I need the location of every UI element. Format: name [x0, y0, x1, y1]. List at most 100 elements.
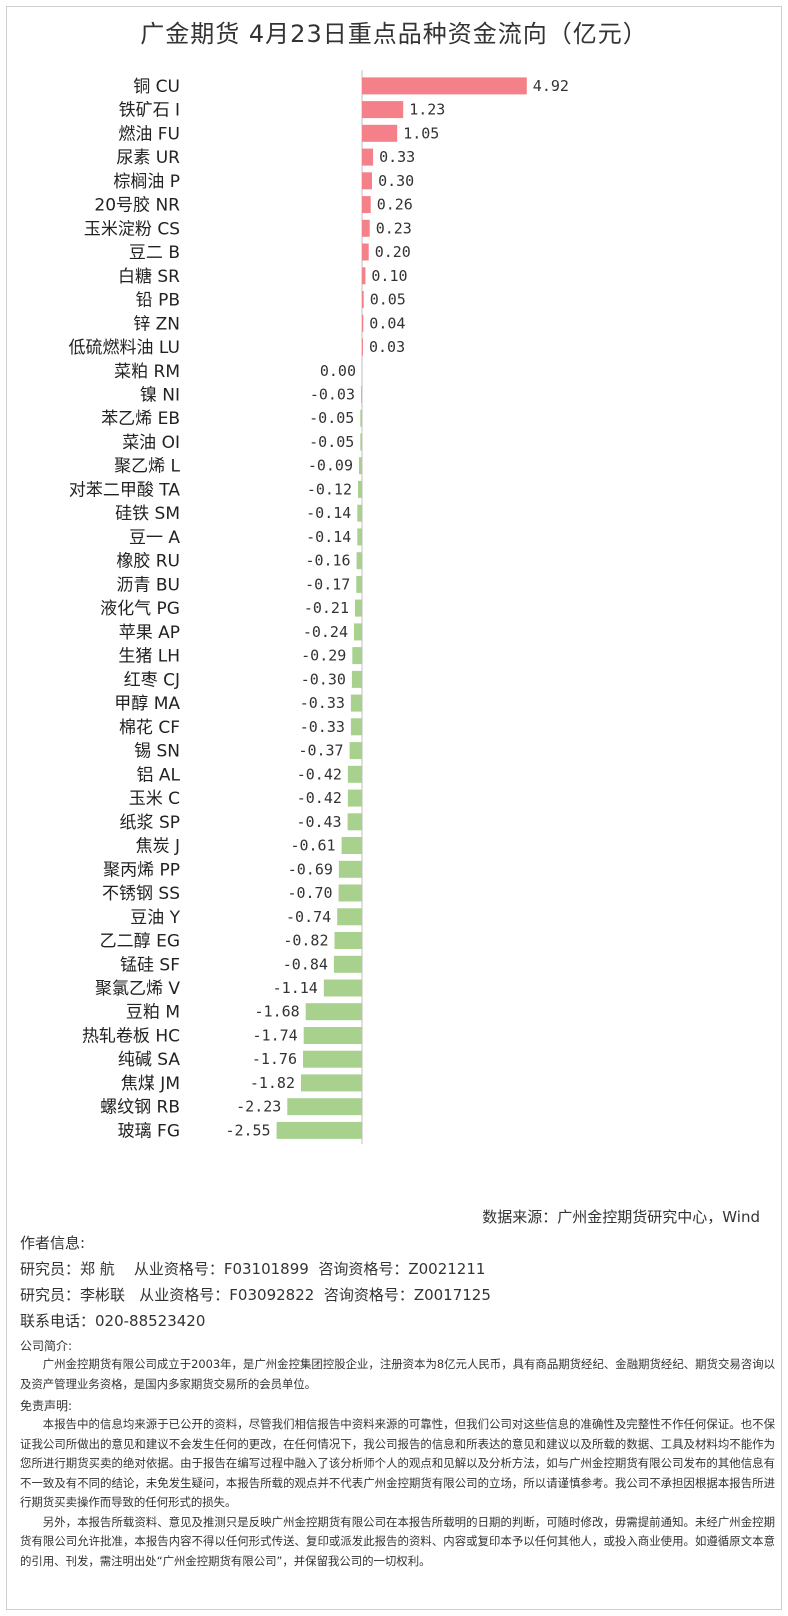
value-label: 4.92 [533, 77, 569, 95]
bar [362, 219, 370, 237]
category-label: 豆油 Y [130, 908, 180, 928]
author-line-1: 研究员：郑 航 从业资格号：F03101899 咨询资格号：Z0021211 [20, 1260, 486, 1278]
bar [362, 172, 372, 190]
value-label: -0.16 [305, 552, 350, 570]
category-label: 菜粕 RM [114, 362, 180, 382]
value-label: -1.76 [252, 1050, 297, 1068]
category-label: 苯乙烯 EB [101, 409, 180, 429]
value-label: -0.14 [306, 504, 351, 522]
value-label: -0.61 [290, 837, 335, 855]
value-label: -0.37 [298, 742, 343, 760]
contact-phone: 联系电话：020-88523420 [20, 1312, 206, 1330]
category-label: 白糖 SR [118, 267, 180, 287]
author-heading: 作者信息: [20, 1234, 86, 1252]
report-info: 作者信息: 研究员：郑 航 从业资格号：F03101899 咨询资格号：Z002… [20, 1230, 775, 1571]
category-label: 20号胶 NR [94, 196, 180, 216]
bar [357, 528, 362, 546]
value-label: -1.74 [253, 1026, 298, 1044]
category-label: 不锈钢 SS [102, 884, 180, 904]
value-label: -0.05 [309, 409, 354, 427]
bar [303, 1050, 362, 1068]
author-line-2: 研究员：李彬联 从业资格号：F03092822 咨询资格号：Z0017125 [20, 1286, 491, 1304]
category-label: 纸浆 SP [120, 813, 180, 833]
value-label: -1.82 [250, 1074, 295, 1092]
value-label: 0.30 [378, 172, 414, 190]
category-label: 豆粕 M [126, 1003, 180, 1023]
value-label: 0.23 [376, 219, 412, 237]
category-label: 硅铁 SM [115, 504, 180, 524]
bar [347, 813, 362, 831]
bar [362, 196, 371, 214]
value-label: -0.21 [304, 599, 349, 617]
category-label: 沥青 BU [116, 575, 180, 595]
chart-title: 广金期货 4月23日重点品种资金流向（亿元） [140, 20, 648, 48]
category-label: 铁矿石 I [119, 101, 180, 121]
category-label: 玉米淀粉 CS [84, 219, 180, 239]
value-label: 1.05 [403, 124, 439, 142]
disclaimer-heading: 免责声明: [20, 1399, 73, 1413]
category-label: 尿素 UR [116, 148, 180, 168]
data-source: 数据来源：广州金控期货研究中心，Wind [482, 1208, 760, 1226]
value-label: -0.12 [307, 480, 352, 498]
bar [349, 742, 362, 760]
bar [350, 694, 362, 712]
category-label: 低硫燃料油 LU [69, 338, 180, 358]
bar [362, 243, 369, 261]
page-frame [6, 6, 782, 1610]
value-label: -0.84 [283, 955, 328, 973]
bar [333, 955, 362, 973]
bar [334, 932, 362, 949]
value-label: -0.70 [287, 884, 332, 902]
bar [337, 908, 362, 926]
disclaimer-paragraph-1: 本报告中的信息均来源于已公开的资料，尽管我们相信报告中资料来源的可靠性，但我们公… [20, 1417, 775, 1509]
category-label: 聚丙烯 PP [103, 860, 180, 880]
bar [361, 386, 362, 403]
bar [362, 148, 374, 166]
bar [338, 884, 362, 902]
category-label: 燃油 FU [118, 124, 180, 144]
bar [360, 433, 362, 451]
category-label: 豆一 A [129, 528, 180, 548]
value-label: -0.29 [301, 647, 346, 665]
bar [351, 670, 362, 688]
bar [338, 860, 362, 878]
category-label: 甲醇 MA [114, 694, 180, 714]
category-label: 铅 PB [136, 291, 180, 311]
bar [287, 1098, 362, 1116]
value-label: -0.14 [306, 528, 351, 546]
category-label: 聚氯乙烯 V [95, 979, 180, 999]
value-label: 0.00 [320, 362, 356, 380]
category-label: 菜油 OI [122, 433, 180, 453]
category-label: 豆二 B [129, 243, 180, 263]
category-label: 焦炭 J [136, 837, 180, 857]
value-label: -0.33 [300, 694, 345, 712]
value-label: -0.42 [297, 765, 342, 783]
bar [305, 1003, 362, 1021]
category-label: 锡 SN [134, 742, 180, 762]
value-label: -2.23 [236, 1098, 281, 1116]
bar [356, 575, 362, 593]
company-heading: 公司简介: [20, 1339, 73, 1353]
value-label: -0.30 [301, 670, 346, 688]
value-label: -0.82 [283, 932, 328, 950]
bar [323, 979, 362, 997]
category-label: 乙二醇 EG [100, 932, 180, 952]
category-label: 铜 CU [133, 77, 180, 97]
value-label: 0.26 [377, 196, 413, 214]
category-label: 液化气 PG [100, 599, 180, 619]
company-intro: 广州金控期货有限公司成立于2003年，是广州金控集团控股企业，注册资本为8亿元人… [20, 1357, 775, 1391]
value-label: -0.03 [310, 385, 355, 403]
category-label: 棕榈油 P [113, 172, 180, 192]
value-label: 0.20 [375, 243, 411, 261]
category-label: 焦煤 JM [121, 1074, 180, 1094]
bar [355, 599, 362, 617]
bar [347, 765, 362, 783]
value-label: -0.24 [303, 623, 348, 641]
category-label: 棉花 CF [119, 718, 180, 738]
bar [276, 1121, 362, 1139]
category-label: 锌 ZN [133, 314, 180, 334]
category-label: 螺纹钢 RB [100, 1098, 180, 1118]
category-label: 生猪 LH [118, 647, 180, 667]
bar [352, 647, 362, 665]
value-label: -1.14 [273, 979, 318, 997]
